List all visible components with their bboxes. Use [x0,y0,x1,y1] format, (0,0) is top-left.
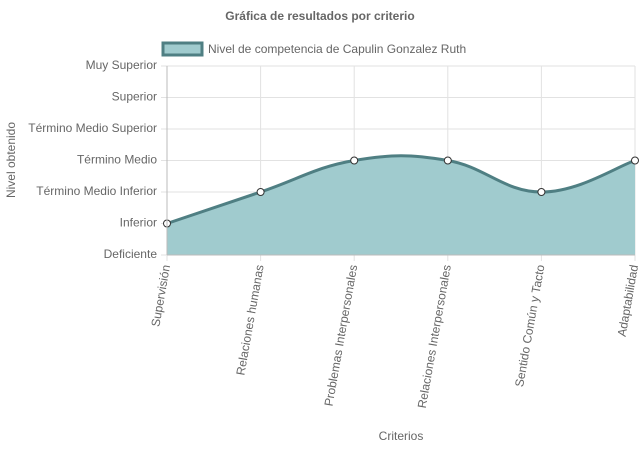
x-tick-label: Sentido Común y Tacto [512,263,547,388]
line [166,154,636,225]
chart-title: Gráfica de resultados por criterio [225,9,414,23]
y-tick-label: Término Medio Superior [28,121,157,135]
y-tick-label: Deficiente [104,247,158,261]
legend-swatch [161,41,204,57]
y-tick-label: Término Medio [77,153,157,167]
area-fill [167,155,635,255]
x-tick-label: Supervisión [148,264,173,328]
x-tick-label: Relaciones humanas [233,264,266,377]
x-axis-label: Criterios [379,429,424,443]
y-tick-label: Término Medio Inferior [36,184,157,198]
point [537,188,546,196]
point [631,156,639,165]
x-tick-label: Relaciones Interpersonales [415,264,454,410]
x-tick-label: Problemas Interpersonales [322,264,361,408]
y-axis-label: Nivel obtenido [4,122,18,198]
point [443,156,452,165]
y-tick-label: Muy Superior [86,58,157,72]
legend-label: Nivel de competencia de Capulin Gonzalez… [208,42,466,56]
y-tick-label: Superior [112,90,157,104]
y-tick-label: Inferior [120,216,157,230]
point [350,156,359,165]
point [256,188,265,196]
x-tick-label: Adaptabilidad [615,264,639,338]
